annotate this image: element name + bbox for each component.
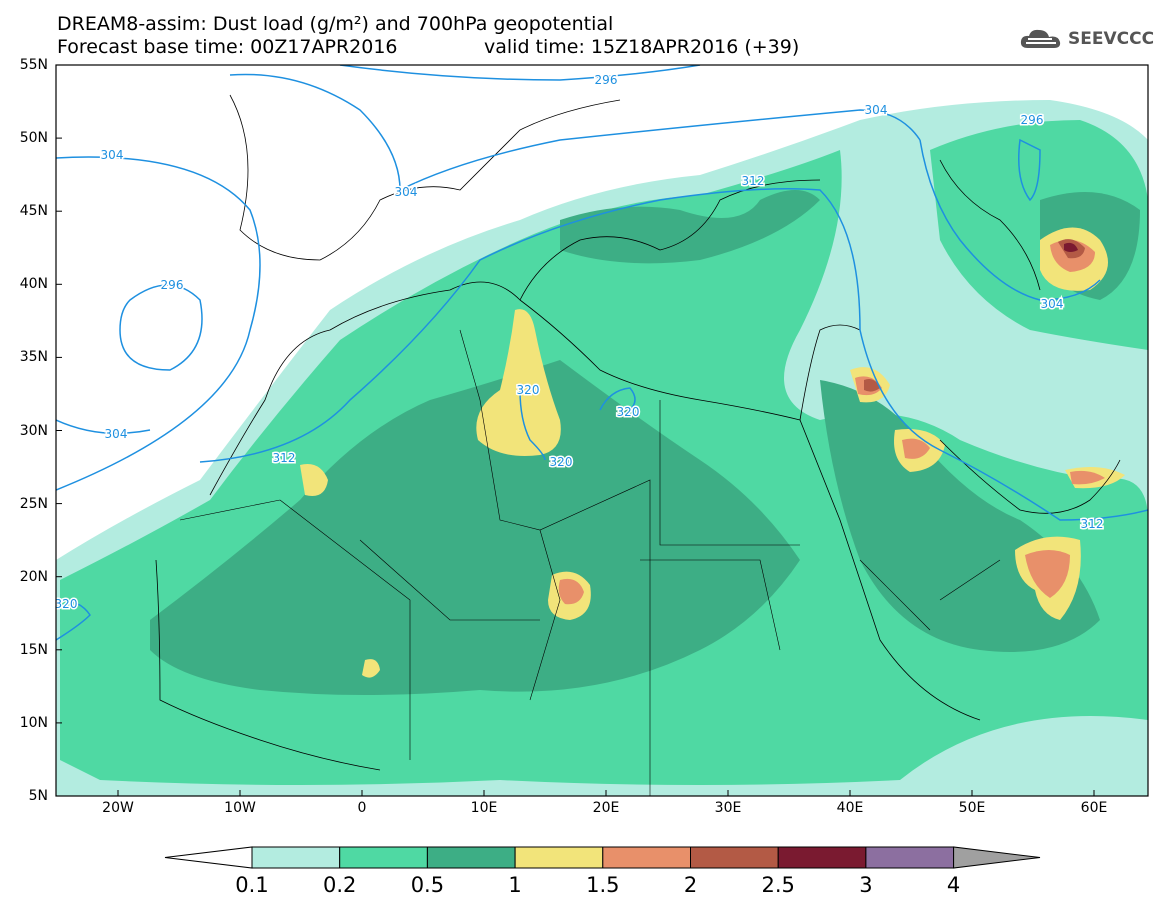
lat-label: 45N: [19, 203, 48, 220]
forecast-base-time: Forecast base time: 00Z17APR2016: [57, 36, 398, 58]
colorbar-label: 0.1: [235, 873, 269, 897]
map-plot-area: [56, 65, 1148, 796]
lon-label: 40E: [836, 800, 864, 816]
country-borders: [179, 329, 1001, 796]
colorbar-label: 2: [683, 873, 698, 897]
map-title: DREAM8-assim: Dust load (g/m²) and 700hP…: [57, 13, 614, 35]
dust-field-extreme: [864, 239, 1085, 392]
colorbar-segment: [777, 846, 867, 869]
colorbar-segment: [339, 846, 428, 869]
colorbar: [164, 846, 1041, 869]
lat-label: 35N: [19, 349, 48, 366]
colorbar-label: 0.5: [410, 873, 445, 897]
geopotential-contours: [56, 65, 1148, 641]
valid-time: valid time: 15Z18APR2016 (+39): [484, 36, 800, 58]
contour-label-304-a: 304: [395, 185, 418, 199]
lat-label: 20N: [19, 568, 48, 585]
contour-label-312-west: 312: [273, 451, 296, 465]
contour-label-296-ne: 296: [1021, 113, 1044, 127]
seevccc-logo: SEEVCCC: [1018, 26, 1154, 52]
contour-label-312-a: 312: [742, 174, 765, 188]
lon-label: 20E: [592, 800, 620, 816]
contour-label-320-a: 320: [517, 383, 540, 397]
colorbar-over-arrow: [953, 846, 1041, 869]
colorbar-segment: [514, 846, 604, 869]
lat-label: 25N: [19, 495, 48, 512]
contour-label-304-north: 304: [865, 103, 888, 117]
lon-label: 60E: [1080, 800, 1108, 816]
contour-label-320-west: 320: [55, 597, 78, 611]
contour-label-304-east: 304: [1041, 297, 1064, 311]
colorbar-segment: [426, 846, 516, 869]
lat-label: 10N: [19, 714, 48, 731]
colorbar-segment: [251, 846, 341, 869]
axis-ticks: [56, 64, 1095, 797]
lat-label: 30N: [19, 422, 48, 439]
colorbar-label: 3: [859, 873, 873, 897]
colorbar-segment: [602, 846, 691, 869]
colorbar-label: 4: [946, 873, 961, 897]
lon-label: 10W: [224, 800, 256, 816]
colorbar-segment: [865, 846, 955, 869]
colorbar-label: 1.5: [586, 873, 620, 897]
contour-label-304-sw: 304: [105, 427, 128, 441]
lon-label: 0: [357, 800, 367, 816]
contour-labels: 304 296 304 304 296 304 296 312 304 312 …: [53, 72, 1105, 613]
contour-label-312-east: 312: [1081, 517, 1104, 531]
lat-label: 50N: [19, 130, 48, 147]
colorbar-label: 1: [508, 873, 522, 897]
lon-label: 30E: [714, 800, 742, 816]
contour-label-320-c: 320: [550, 455, 573, 469]
colorbar-label: 0.2: [322, 873, 357, 897]
lon-label: 10E: [470, 800, 498, 816]
lat-label: 15N: [19, 641, 48, 658]
lat-label: 40N: [19, 276, 48, 293]
contour-label-296-nw: 296: [161, 278, 184, 292]
colorbar-under-arrow: [164, 846, 253, 869]
logo-text: SEEVCCC: [1068, 29, 1155, 49]
cloud-icon: [1020, 29, 1061, 48]
lat-label: 55N: [19, 57, 48, 73]
colorbar-segment: [690, 846, 779, 869]
lat-label: 5N: [28, 788, 48, 804]
lon-label: 50E: [958, 800, 986, 816]
coastlines: [155, 94, 1121, 771]
colorbar-label: 2.5: [761, 873, 795, 897]
contour-label-320-b: 320: [617, 405, 640, 419]
lon-label: 20W: [102, 800, 134, 816]
contour-label-296-top: 296: [595, 73, 618, 87]
contour-label-304-west: 304: [101, 148, 124, 162]
